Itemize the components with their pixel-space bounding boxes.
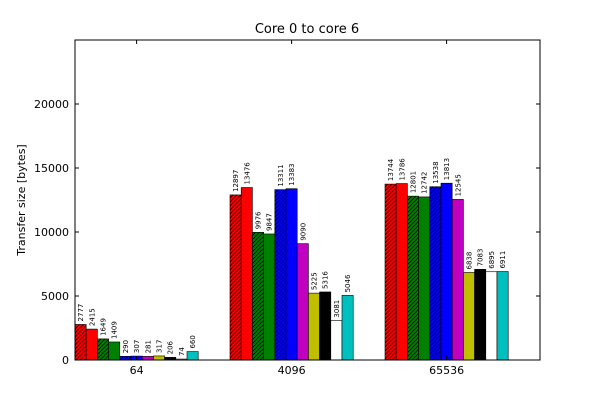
bar-4096-s6 xyxy=(296,243,309,361)
data-label-4096-s10: 5046 xyxy=(344,274,352,292)
bar-4096-s3 xyxy=(263,233,276,361)
y-tick-label-5000: 5000 xyxy=(41,290,69,303)
bar-4096-s9 xyxy=(330,320,343,361)
data-label-65536-s0: 13744 xyxy=(387,158,395,181)
y-tick-label-15000: 15000 xyxy=(34,162,69,175)
data-label-64-s5: 307 xyxy=(133,340,141,353)
data-label-64-s2: 1649 xyxy=(100,318,108,336)
data-label-65536-s3: 12742 xyxy=(421,172,429,194)
bar-64-s10 xyxy=(186,351,199,361)
bar-64-s7 xyxy=(153,355,165,361)
data-label-4096-s1: 13476 xyxy=(243,162,251,185)
data-label-64-s3: 1409 xyxy=(111,321,119,339)
axes-group: 64 4096 65536 0 5000 10000 15000 20000 xyxy=(34,40,540,377)
data-label-4096-s6: 9090 xyxy=(299,223,307,241)
y-axis-label: Transfer size [bytes] xyxy=(15,144,28,256)
x-tick-label-65536: 65536 xyxy=(429,364,464,377)
y-tick-label-20000: 20000 xyxy=(34,98,69,111)
bar-64-s6 xyxy=(141,356,154,361)
data-label-4096-s4: 13311 xyxy=(277,164,285,186)
data-label-64-s10: 660 xyxy=(189,335,197,348)
bar-hatch-64-s0 xyxy=(75,324,87,360)
data-label-65536-s9: 6895 xyxy=(488,251,496,269)
bar-65536-s3 xyxy=(418,196,431,361)
data-label-64-s0: 2777 xyxy=(77,304,85,322)
bar-hatch-4096-s2 xyxy=(252,232,264,360)
x-tick-label-64: 64 xyxy=(130,364,144,377)
bar-4096-s8 xyxy=(319,291,332,361)
y-tick-label-10000: 10000 xyxy=(34,226,69,239)
bar-4096-s1 xyxy=(240,187,253,361)
data-label-65536-s1: 13786 xyxy=(398,158,406,181)
data-label-4096-s8: 5316 xyxy=(322,271,330,289)
y-tick-label-0: 0 xyxy=(62,354,69,367)
data-label-64-s9: 74 xyxy=(178,347,186,356)
bar-hatch-64-s4 xyxy=(119,356,131,360)
bar-64-s3 xyxy=(108,341,121,361)
data-label-4096-s5: 13383 xyxy=(288,163,296,185)
bar-65536-s6 xyxy=(451,199,464,361)
bar-hatch-65536-s4 xyxy=(429,186,441,360)
bar-65536-s1 xyxy=(395,183,408,361)
bar-65536-s7 xyxy=(463,272,475,361)
bar-64-s1 xyxy=(85,328,98,361)
bar-65536-s9 xyxy=(485,271,498,361)
data-label-65536-s8: 7083 xyxy=(477,249,485,267)
bar-65536-s10 xyxy=(496,271,509,361)
data-label-64-s4: 290 xyxy=(122,340,130,353)
data-label-64-s7: 317 xyxy=(156,340,164,353)
bar-4096-s10 xyxy=(341,295,354,361)
data-label-65536-s7: 6838 xyxy=(466,252,474,270)
data-label-65536-s5: 13813 xyxy=(443,158,451,180)
bar-65536-s8 xyxy=(474,269,487,361)
bar-hatch-64-s2 xyxy=(97,338,109,360)
bar-hatch-4096-s4 xyxy=(274,189,286,360)
bar-hatch-65536-s0 xyxy=(385,184,397,360)
data-label-4096-s7: 5225 xyxy=(311,272,319,290)
data-label-4096-s3: 9847 xyxy=(266,213,274,231)
x-tick-label-4096: 4096 xyxy=(278,364,306,377)
plot-frame xyxy=(74,39,541,361)
data-label-65536-s6: 12545 xyxy=(454,174,462,196)
data-label-4096-s2: 9976 xyxy=(255,211,263,229)
bar-hatch-65536-s2 xyxy=(407,196,419,360)
data-label-65536-s10: 6911 xyxy=(499,251,507,269)
bars-group xyxy=(74,182,509,361)
data-label-4096-s0: 12897 xyxy=(232,170,240,192)
bar-65536-s5 xyxy=(440,182,453,361)
bar-hatch-4096-s0 xyxy=(230,194,242,360)
data-label-64-s6: 281 xyxy=(144,340,152,353)
data-label-64-s8: 206 xyxy=(167,340,175,354)
data-label-64-s1: 2415 xyxy=(88,308,96,326)
data-label-65536-s4: 13538 xyxy=(432,161,440,183)
data-label-4096-s9: 3081 xyxy=(333,300,341,318)
bar-4096-s7 xyxy=(308,292,320,361)
data-label-65536-s2: 12801 xyxy=(410,171,418,193)
chart-title: Core 0 to core 6 xyxy=(255,22,359,37)
bar-4096-s5 xyxy=(285,188,298,361)
